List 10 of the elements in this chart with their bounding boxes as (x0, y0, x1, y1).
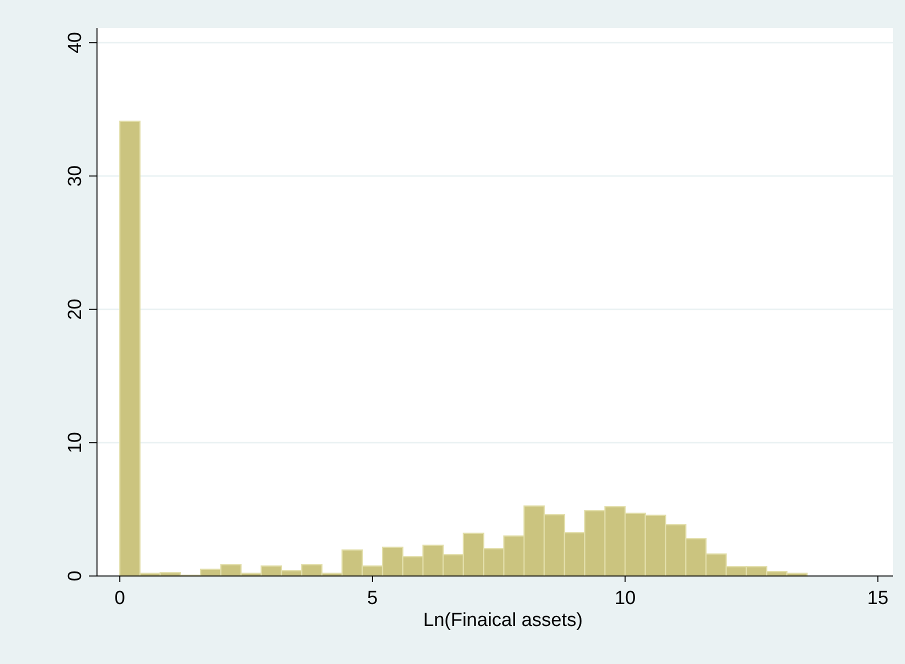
x-tick-label: 15 (867, 588, 888, 609)
x-axis-title: Ln(Finaical assets) (423, 610, 583, 631)
x-tick-label: 0 (114, 588, 126, 609)
y-tick-label: 30 (65, 165, 86, 187)
y-tick-label: 0 (65, 570, 86, 582)
y-tick-label: 10 (65, 432, 86, 454)
y-tick-label: 40 (65, 32, 86, 54)
x-tick-label: 5 (367, 588, 378, 609)
x-tick-label: 10 (614, 588, 636, 609)
y-tick-label: 20 (65, 298, 86, 320)
